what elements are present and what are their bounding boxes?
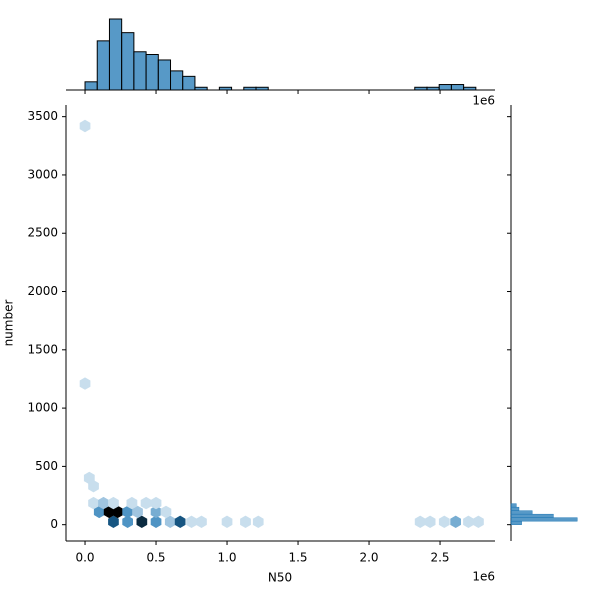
hexbin bbox=[132, 505, 143, 519]
hexbin bbox=[150, 496, 162, 510]
y-tick-label: 2000 bbox=[27, 284, 58, 298]
x-hist-bar bbox=[133, 51, 147, 91]
y-hist-bar bbox=[510, 503, 517, 508]
hexbin bbox=[108, 496, 119, 510]
hexbin bbox=[98, 496, 109, 510]
hexbin bbox=[112, 505, 124, 519]
hexbin bbox=[150, 515, 162, 528]
x-hist-bar bbox=[96, 40, 110, 91]
y-tick-label: 3500 bbox=[27, 109, 58, 123]
hexbin bbox=[103, 505, 115, 519]
x-hist-bar bbox=[170, 70, 184, 91]
hexbin bbox=[414, 515, 426, 528]
hexbin bbox=[438, 515, 450, 528]
y-tick-label: 500 bbox=[35, 459, 58, 473]
y-tick-label: 3000 bbox=[27, 167, 58, 181]
x-offset-label: 1e6 bbox=[472, 570, 495, 584]
y-hist-bar bbox=[510, 510, 533, 515]
hexbin bbox=[463, 515, 474, 528]
y-tick-label: 2500 bbox=[27, 226, 58, 240]
x-tick-label: 1.0 bbox=[217, 551, 236, 565]
y-tick-label: 0 bbox=[50, 517, 58, 531]
hexbin bbox=[164, 515, 176, 528]
hexbin bbox=[150, 505, 162, 519]
x-hist-bar bbox=[182, 75, 196, 91]
x-hist-bar bbox=[121, 32, 135, 91]
x-hist-bar bbox=[463, 86, 477, 91]
hexbin bbox=[140, 496, 152, 510]
x-hist-bar bbox=[157, 59, 172, 91]
hexbin bbox=[88, 496, 99, 510]
hexbin bbox=[160, 505, 172, 519]
hexbin bbox=[136, 515, 148, 528]
hexbin bbox=[196, 515, 207, 528]
x-hist-bar bbox=[84, 81, 98, 91]
x-axis-label: N50 bbox=[268, 571, 292, 585]
x-tick-label: 1.5 bbox=[288, 551, 307, 565]
x-hist-bar bbox=[108, 18, 123, 91]
hexbin bbox=[88, 480, 99, 493]
hexbin bbox=[424, 515, 436, 528]
hexbin bbox=[126, 496, 138, 510]
y-tick-label: 1000 bbox=[27, 401, 58, 415]
x-hist-bar bbox=[145, 54, 159, 91]
x-hist-bar bbox=[414, 86, 428, 91]
x-tick-label: 0.5 bbox=[146, 551, 165, 565]
x-hist-bar bbox=[438, 84, 452, 91]
hexbin bbox=[79, 377, 91, 390]
x-hist-bar bbox=[194, 86, 208, 91]
y-hist-bar bbox=[510, 520, 522, 525]
hexbin bbox=[122, 505, 133, 519]
y-tick-label: 1500 bbox=[27, 342, 58, 356]
hexbin bbox=[252, 515, 264, 528]
hexbin bbox=[450, 515, 461, 528]
hexbin bbox=[473, 515, 484, 528]
hexbin bbox=[221, 515, 233, 528]
hexbin bbox=[108, 515, 119, 528]
y-axis-label: number bbox=[2, 300, 16, 347]
x-tick-label: 0.0 bbox=[75, 551, 94, 565]
x-hist-bar bbox=[218, 86, 233, 91]
hexbin bbox=[186, 515, 197, 528]
top-offset-label: 1e6 bbox=[472, 94, 495, 108]
hexbin bbox=[93, 505, 105, 519]
x-tick-label: 2.0 bbox=[359, 551, 378, 565]
y-hist-bar bbox=[510, 513, 554, 518]
x-hist-bar bbox=[255, 86, 269, 91]
hexbin bbox=[240, 515, 251, 528]
hexbin bbox=[122, 515, 133, 528]
hexbin bbox=[174, 515, 186, 528]
x-hist-bar bbox=[243, 86, 257, 91]
x-tick-label: 2.5 bbox=[430, 551, 449, 565]
y-hist-bar bbox=[510, 517, 578, 522]
hexbin bbox=[79, 119, 91, 133]
x-hist-bar bbox=[426, 86, 440, 91]
y-hist-bar bbox=[510, 506, 520, 511]
x-hist-bar bbox=[450, 84, 465, 91]
